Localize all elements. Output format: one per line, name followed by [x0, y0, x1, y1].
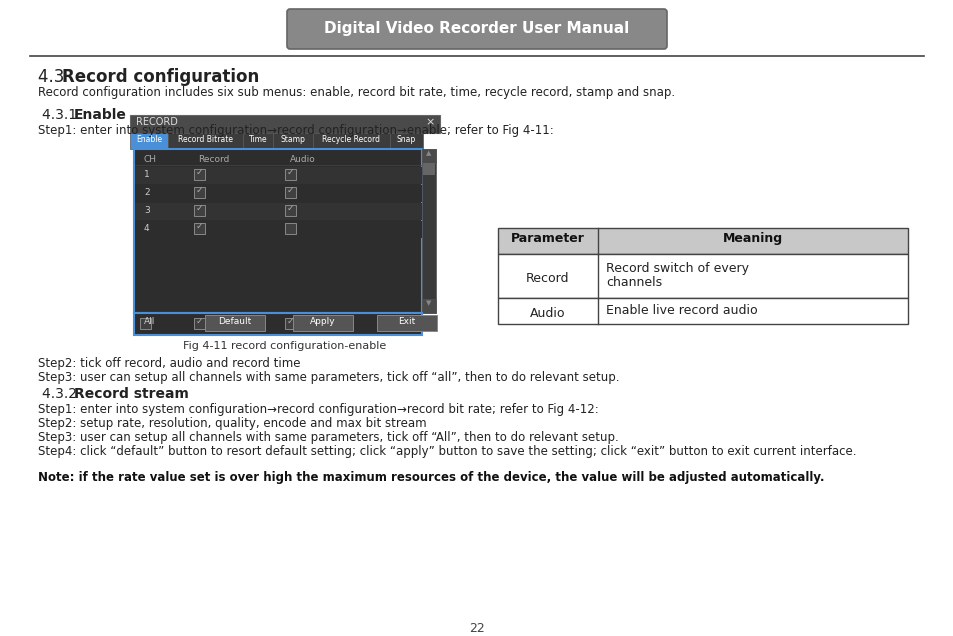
- Bar: [285, 187, 295, 198]
- Text: Enable: Enable: [74, 108, 127, 122]
- Text: Snap: Snap: [396, 135, 416, 144]
- Text: Meaning: Meaning: [722, 232, 782, 245]
- Text: All: All: [144, 317, 155, 326]
- Bar: [285, 169, 295, 180]
- Bar: [193, 223, 205, 234]
- Bar: [273, 133, 313, 149]
- Bar: [421, 149, 436, 313]
- Bar: [135, 221, 421, 238]
- Text: Stamp: Stamp: [280, 135, 305, 144]
- Text: Step3: user can setup all channels with same parameters, tick off “all”, then to: Step3: user can setup all channels with …: [38, 371, 618, 384]
- Text: ✓: ✓: [195, 186, 203, 195]
- Text: ✓: ✓: [286, 186, 294, 195]
- Text: Record: Record: [198, 155, 229, 164]
- Bar: [293, 315, 353, 331]
- Text: ▼: ▼: [426, 300, 432, 306]
- Text: ×: ×: [425, 117, 435, 127]
- Bar: [193, 205, 205, 216]
- Bar: [313, 133, 390, 149]
- Bar: [285, 205, 295, 216]
- Bar: [421, 299, 436, 313]
- Text: Fig 4-11 record configuration-enable: Fig 4-11 record configuration-enable: [183, 341, 386, 351]
- Text: 22: 22: [469, 622, 484, 635]
- Text: Record configuration: Record configuration: [62, 68, 259, 86]
- Bar: [140, 318, 151, 329]
- Bar: [497, 298, 907, 324]
- Text: Record switch of every: Record switch of every: [605, 262, 748, 275]
- Bar: [135, 185, 421, 202]
- Bar: [193, 318, 205, 329]
- Text: Step4: click “default” button to resort default setting; click “apply” button to: Step4: click “default” button to resort …: [38, 445, 856, 458]
- Text: Default: Default: [218, 317, 252, 326]
- Text: Audio: Audio: [290, 155, 315, 164]
- Text: CH: CH: [144, 155, 157, 164]
- Text: ✓: ✓: [286, 168, 294, 177]
- Text: 4.3.1: 4.3.1: [42, 108, 86, 122]
- Text: Record: Record: [526, 272, 569, 285]
- Text: Digital Video Recorder User Manual: Digital Video Recorder User Manual: [324, 22, 629, 36]
- Bar: [130, 133, 168, 149]
- Text: Step3: user can setup all channels with same parameters, tick off “All”, then to: Step3: user can setup all channels with …: [38, 431, 618, 444]
- Bar: [133, 313, 421, 335]
- Text: Step2: setup rate, resolution, quality, encode and max bit stream: Step2: setup rate, resolution, quality, …: [38, 417, 426, 430]
- Text: Record configuration includes six sub menus: enable, record bit rate, time, recy: Record configuration includes six sub me…: [38, 86, 675, 99]
- Text: Enable: Enable: [135, 135, 162, 144]
- Text: Parameter: Parameter: [511, 232, 584, 245]
- Bar: [133, 149, 421, 313]
- Text: Record Bitrate: Record Bitrate: [178, 135, 233, 144]
- Text: 1: 1: [144, 170, 150, 179]
- Text: ✓: ✓: [195, 204, 203, 213]
- Bar: [422, 163, 435, 175]
- Text: 2: 2: [144, 188, 150, 197]
- Bar: [135, 203, 421, 220]
- Text: Step2: tick off record, audio and record time: Step2: tick off record, audio and record…: [38, 357, 300, 370]
- Bar: [497, 228, 907, 254]
- Bar: [285, 318, 295, 329]
- Text: Step1: enter into system configuration→record configuration→record bit rate; ref: Step1: enter into system configuration→r…: [38, 403, 598, 416]
- Bar: [497, 254, 907, 298]
- Bar: [285, 223, 295, 234]
- Bar: [205, 315, 265, 331]
- Text: Apply: Apply: [310, 317, 335, 326]
- Text: ✓: ✓: [195, 317, 203, 326]
- Text: Step1: enter into system configuration→record configuration→enable; refer to Fig: Step1: enter into system configuration→r…: [38, 124, 553, 137]
- Bar: [376, 315, 436, 331]
- Text: ✓: ✓: [195, 222, 203, 231]
- Text: Exit: Exit: [398, 317, 416, 326]
- Text: Record stream: Record stream: [74, 387, 189, 401]
- Text: 3: 3: [144, 206, 150, 215]
- Text: ✓: ✓: [286, 204, 294, 213]
- Bar: [135, 167, 421, 184]
- Text: 4: 4: [144, 224, 150, 233]
- Text: Audio: Audio: [530, 307, 565, 320]
- Bar: [193, 169, 205, 180]
- Bar: [193, 187, 205, 198]
- Bar: [168, 133, 243, 149]
- Bar: [243, 133, 273, 149]
- Bar: [421, 149, 436, 163]
- Text: Note: if the rate value set is over high the maximum resources of the device, th: Note: if the rate value set is over high…: [38, 471, 823, 484]
- Text: 4.3: 4.3: [38, 68, 70, 86]
- Bar: [130, 115, 439, 133]
- Text: ✓: ✓: [195, 168, 203, 177]
- Text: 4.3.2: 4.3.2: [42, 387, 86, 401]
- Text: Enable live record audio: Enable live record audio: [605, 304, 757, 317]
- Text: RECORD: RECORD: [136, 117, 177, 127]
- Text: channels: channels: [605, 276, 661, 289]
- Text: Time: Time: [249, 135, 267, 144]
- FancyBboxPatch shape: [287, 9, 666, 49]
- Text: Recycle Record: Recycle Record: [322, 135, 380, 144]
- Text: ✓: ✓: [286, 317, 294, 326]
- Bar: [390, 133, 422, 149]
- Text: ▲: ▲: [426, 150, 432, 156]
